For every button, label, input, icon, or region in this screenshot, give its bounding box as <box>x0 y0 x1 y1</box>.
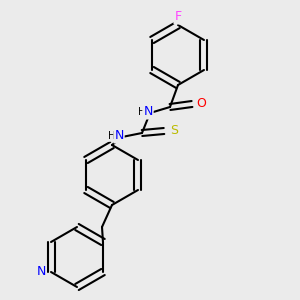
Text: N: N <box>114 130 124 142</box>
Text: N: N <box>36 266 46 278</box>
Text: F: F <box>174 11 182 23</box>
Text: S: S <box>170 124 178 137</box>
Text: O: O <box>196 98 206 110</box>
Text: N: N <box>143 106 153 118</box>
Text: H: H <box>108 131 116 141</box>
Text: H: H <box>138 107 146 117</box>
